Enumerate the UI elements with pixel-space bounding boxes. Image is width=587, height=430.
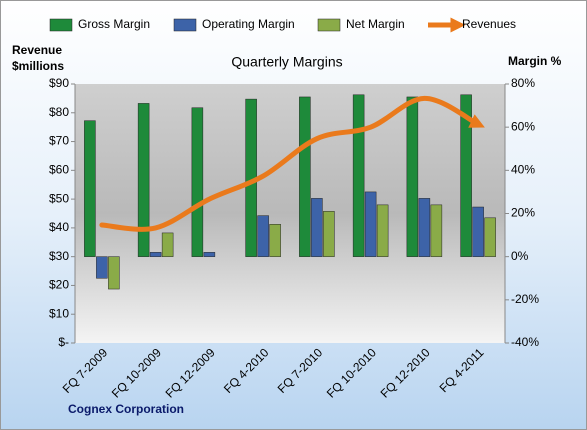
bar — [137, 103, 150, 257]
y2-tick-label: 80% — [511, 76, 535, 90]
bar — [299, 96, 311, 257]
y2-tick-label: 60% — [511, 119, 535, 133]
bar — [161, 232, 174, 257]
y-tick-label: $40 — [49, 220, 69, 234]
bar — [257, 215, 269, 257]
y-tick-label: $80 — [49, 105, 69, 119]
bar — [203, 252, 216, 257]
bar — [96, 256, 108, 279]
y2-tick-label: 40% — [511, 163, 535, 177]
y2-tick-label: -20% — [511, 292, 539, 306]
bar — [460, 94, 472, 257]
y-tick-label: $90 — [49, 76, 69, 90]
bar — [484, 217, 496, 257]
legend-swatch — [317, 18, 341, 32]
y2-axis-title: Margin % — [508, 54, 562, 68]
footer: Cognex Corporation — [68, 402, 184, 416]
y-tick-label: $50 — [49, 191, 69, 205]
y2-tick-label: 20% — [511, 206, 535, 220]
y-tick-label: $20 — [49, 278, 69, 292]
bar — [352, 94, 365, 257]
y-tick-label: $- — [58, 335, 69, 349]
bar — [376, 204, 389, 257]
chart-title: Quarterly Margins — [231, 54, 342, 70]
bar — [311, 198, 323, 257]
bar — [472, 206, 484, 257]
bar — [108, 256, 120, 290]
bar — [430, 204, 443, 257]
legend-swatch — [49, 18, 73, 32]
y-tick-label: $60 — [49, 163, 69, 177]
legend-swatch — [173, 18, 197, 32]
bar — [149, 252, 162, 257]
legend-label: Net Margin — [346, 17, 405, 31]
bar — [84, 120, 96, 257]
y-tick-label: $10 — [49, 306, 69, 320]
bar — [364, 191, 377, 257]
y2-tick-label: 0% — [511, 249, 529, 263]
line — [99, 95, 485, 232]
legend-label: Operating Margin — [202, 17, 295, 31]
legend-label: Gross Margin — [78, 17, 150, 31]
legend-label: Revenues — [462, 17, 516, 31]
y-axis-title: Revenue $millions — [12, 43, 64, 73]
y-tick-label: $30 — [49, 249, 69, 263]
bar — [269, 224, 281, 257]
bar — [406, 96, 419, 257]
bar — [418, 198, 431, 257]
y2-tick-label: -40% — [511, 335, 539, 349]
bar — [323, 211, 335, 257]
y-tick-label: $70 — [49, 134, 69, 148]
bar — [191, 107, 204, 257]
